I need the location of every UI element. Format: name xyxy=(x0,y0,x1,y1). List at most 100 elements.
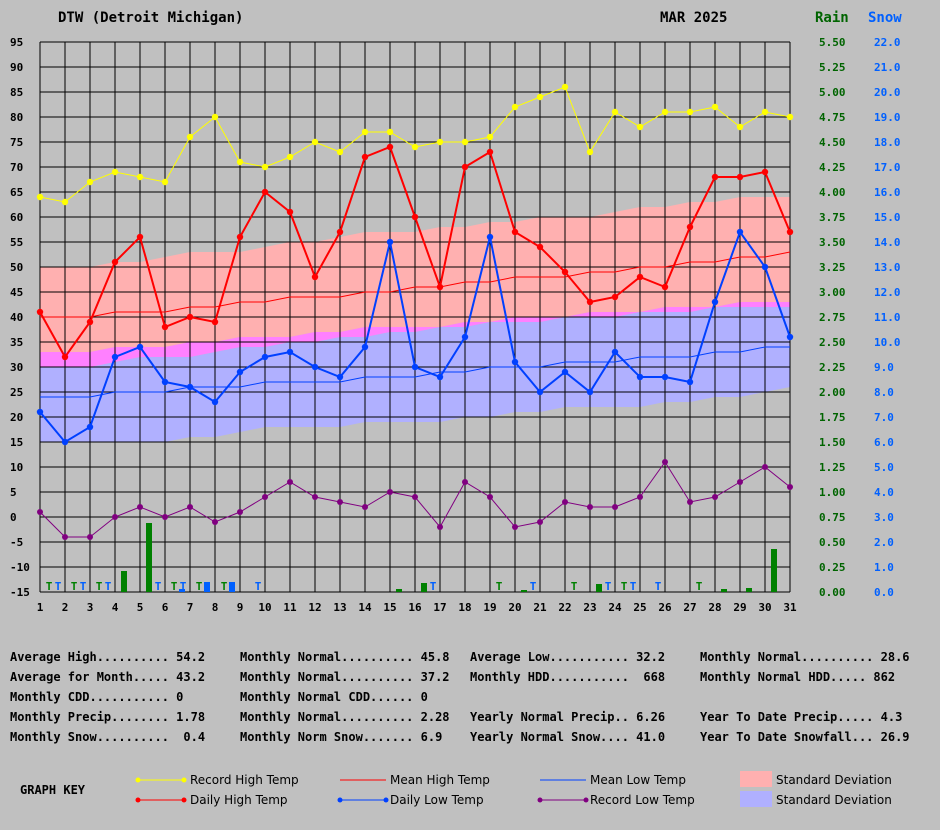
record-low-temp-point xyxy=(762,464,768,470)
snow-tick-label: 13.0 xyxy=(874,261,901,274)
record-high-temp-point xyxy=(636,123,644,131)
day-tick-label: 9 xyxy=(237,601,244,614)
rain-tick-label: 2.75 xyxy=(819,311,846,324)
rain-tick-label: 3.00 xyxy=(819,286,846,299)
record-high-temp-point xyxy=(486,133,494,141)
daily-low-temp-point xyxy=(161,378,169,386)
daily-high-temp-point xyxy=(661,283,669,291)
record-high-temp-point xyxy=(736,123,744,131)
key-daily-low: Daily Low Temp xyxy=(390,793,484,807)
stat-hdd: Monthly HDD........... 668 xyxy=(470,670,666,684)
stat-ytd-snow: Year To Date Snowfall... 26.9 xyxy=(700,730,910,744)
record-high-temp-point xyxy=(86,178,94,186)
record-high-temp-point xyxy=(536,93,544,101)
record-low-temp-point xyxy=(687,499,693,505)
record-low-temp-point xyxy=(37,509,43,515)
record-low-temp-point xyxy=(537,519,543,525)
stat-average-low: Average Low........... 32.2 xyxy=(470,650,666,664)
record-high-temp-point xyxy=(461,138,469,146)
daily-low-temp-point xyxy=(86,423,94,431)
daily-low-temp-point xyxy=(61,438,69,446)
snow-tick-label: 21.0 xyxy=(874,61,901,74)
record-low-temp-point xyxy=(112,514,118,520)
day-tick-label: 8 xyxy=(212,601,219,614)
rain-tick-label: 1.50 xyxy=(819,436,846,449)
stat-normal-cdd: Monthly Normal CDD...... 0 xyxy=(240,690,428,704)
temp-tick-label: 0 xyxy=(10,511,17,524)
rain-tick-label: 1.25 xyxy=(819,461,846,474)
day-tick-label: 3 xyxy=(87,601,94,614)
rain-tick-label: 5.00 xyxy=(819,86,846,99)
record-low-temp-point xyxy=(262,494,268,500)
daily-high-temp-point xyxy=(386,143,394,151)
key-std-high-swatch xyxy=(740,771,772,787)
day-tick-label: 4 xyxy=(112,601,119,614)
trace-snow-label: T xyxy=(105,580,112,593)
record-high-temp-point xyxy=(311,138,319,146)
day-tick-label: 27 xyxy=(683,601,696,614)
record-high-temp-point xyxy=(186,133,194,141)
trace-snow-label: T xyxy=(255,580,262,593)
record-low-temp-point xyxy=(312,494,318,500)
trace-rain-label: T xyxy=(46,580,53,593)
day-tick-label: 7 xyxy=(187,601,194,614)
temp-tick-label: 70 xyxy=(10,161,23,174)
record-high-temp-point xyxy=(111,168,119,176)
stat-average-high: Average High.......... 54.2 xyxy=(10,650,206,664)
rain-tick-label: 2.25 xyxy=(819,361,846,374)
day-tick-label: 13 xyxy=(333,601,346,614)
day-tick-label: 1 xyxy=(37,601,44,614)
rain-tick-label: 4.25 xyxy=(819,161,846,174)
snow-tick-label: 7.0 xyxy=(874,411,894,424)
key-record-high: Record High Temp xyxy=(190,773,299,787)
daily-low-temp-point xyxy=(486,233,494,241)
daily-low-temp-point xyxy=(136,343,144,351)
temp-tick-label: 45 xyxy=(10,286,23,299)
daily-low-temp-point xyxy=(786,333,794,341)
snow-tick-label: 20.0 xyxy=(874,86,901,99)
record-low-temp-point xyxy=(187,504,193,510)
record-low-temp-point xyxy=(237,509,243,515)
stat-normal-month: Monthly Normal.......... 37.2 xyxy=(240,670,450,684)
key-mean-low: Mean Low Temp xyxy=(590,773,686,787)
record-low-temp-point xyxy=(212,519,218,525)
record-high-temp-point xyxy=(286,153,294,161)
snow-bar xyxy=(204,582,210,592)
temp-tick-label: 25 xyxy=(10,386,23,399)
temp-tick-label: 95 xyxy=(10,36,23,49)
daily-low-temp-point xyxy=(636,373,644,381)
daily-high-temp-point xyxy=(411,213,419,221)
temp-tick-label: 75 xyxy=(10,136,23,149)
record-low-temp-point xyxy=(587,504,593,510)
day-tick-label: 11 xyxy=(283,601,297,614)
key-daily-low-swatch-dot xyxy=(337,797,343,803)
snow-tick-label: 19.0 xyxy=(874,111,901,124)
day-tick-label: 5 xyxy=(137,601,144,614)
day-tick-label: 2 xyxy=(62,601,69,614)
day-tick-label: 6 xyxy=(162,601,169,614)
trace-snow-label: T xyxy=(630,580,637,593)
record-low-temp-point xyxy=(462,479,468,485)
rain-tick-label: 3.50 xyxy=(819,236,846,249)
key-std-low-swatch xyxy=(740,791,772,807)
daily-low-temp-point xyxy=(686,378,694,386)
record-low-temp-point xyxy=(412,494,418,500)
trace-rain-label: T xyxy=(696,580,703,593)
daily-high-temp-point xyxy=(86,318,94,326)
snow-tick-label: 14.0 xyxy=(874,236,901,249)
precip-bar xyxy=(396,589,402,592)
key-std-high: Standard Deviation xyxy=(776,773,892,787)
rain-tick-label: 5.50 xyxy=(819,36,846,49)
snow-bar xyxy=(179,589,185,592)
stat-normal-hdd: Monthly Normal HDD..... 862 xyxy=(700,670,896,684)
key-record-low-swatch-dot xyxy=(537,797,543,803)
rain-tick-label: 0.25 xyxy=(819,561,846,574)
trace-snow-label: T xyxy=(80,580,87,593)
temp-tick-label: -10 xyxy=(10,561,30,574)
record-low-temp-point xyxy=(637,494,643,500)
snow-tick-label: 22.0 xyxy=(874,36,901,49)
daily-low-temp-point xyxy=(236,368,244,376)
daily-high-temp-point xyxy=(561,268,569,276)
temp-lines xyxy=(36,83,794,540)
daily-high-temp-point xyxy=(211,318,219,326)
